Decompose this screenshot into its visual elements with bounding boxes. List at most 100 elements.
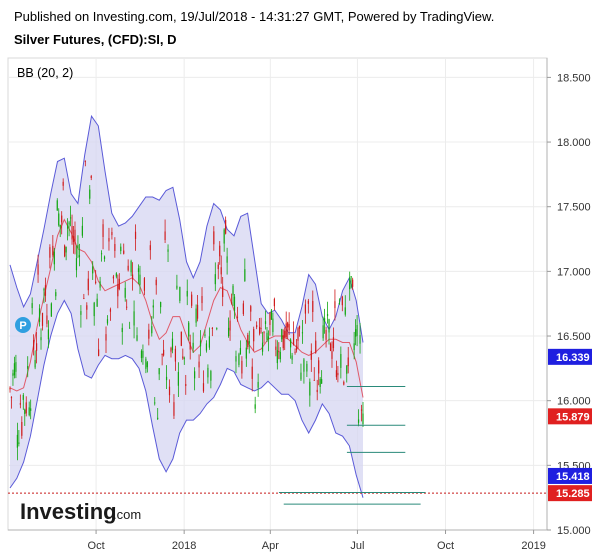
p-marker[interactable]: P: [15, 317, 31, 333]
instrument-title: Silver Futures, (CFD):SI, D: [14, 32, 177, 47]
candle-body: [161, 353, 163, 356]
candle-body: [160, 302, 162, 308]
candle-body: [92, 266, 94, 274]
candle-body: [287, 322, 289, 328]
candle-body: [148, 329, 150, 339]
candle-body: [72, 236, 75, 242]
candle-body: [201, 296, 203, 304]
candle-body: [323, 318, 326, 323]
candle-body: [297, 328, 299, 341]
candle-body: [199, 340, 202, 347]
candle-body: [191, 294, 193, 306]
candle-body: [105, 334, 107, 341]
candle-body: [226, 256, 228, 263]
candle-body: [310, 350, 312, 360]
candle-body: [55, 292, 57, 297]
grid: [8, 58, 547, 531]
candle-body: [173, 402, 175, 416]
candle-body: [174, 348, 177, 362]
candle-body: [90, 176, 92, 178]
candle-body: [290, 339, 292, 348]
candle-body: [288, 324, 290, 331]
candle-body: [211, 327, 213, 329]
candle-body: [225, 219, 227, 234]
candle-body: [62, 181, 64, 186]
candle-body: [253, 329, 255, 342]
candle-body: [86, 305, 88, 310]
candle-body: [332, 337, 335, 349]
candle-body: [24, 409, 26, 414]
candle-body: [69, 217, 72, 219]
candle-body: [143, 278, 146, 291]
published-line: Published on Investing.com, 19/Jul/2018 …: [14, 9, 495, 24]
x-tick-label: Jul: [350, 540, 364, 552]
candle-body: [341, 296, 343, 306]
candle-body: [87, 278, 89, 291]
candle-body: [208, 336, 210, 348]
candle-body: [357, 419, 360, 423]
candle-body: [64, 245, 66, 257]
candle-body: [261, 342, 264, 352]
candle-body: [291, 355, 293, 360]
candle-body: [180, 331, 182, 346]
candle-body: [38, 308, 41, 322]
band-upper: [9, 114, 364, 343]
candle-body: [154, 402, 156, 404]
candle-body: [103, 256, 106, 260]
candle-body: [133, 311, 135, 326]
candle-body: [12, 373, 14, 376]
candle-body: [134, 231, 137, 239]
candle-body: [259, 326, 261, 334]
candle-body: [205, 343, 208, 351]
p-marker-circle: [15, 317, 31, 333]
candle-body: [126, 306, 128, 308]
candle-body: [219, 245, 221, 257]
candle-body: [130, 260, 132, 273]
candle-body: [245, 347, 247, 359]
candle-body: [30, 408, 32, 411]
candle-body: [111, 231, 113, 236]
candle-body: [16, 434, 18, 448]
candle-body: [149, 245, 151, 251]
candle-body: [238, 354, 240, 365]
candle-body: [309, 381, 311, 396]
candle-body: [183, 357, 185, 359]
price-badge-label: 15.879: [556, 411, 590, 423]
candle-body: [170, 347, 172, 352]
candle-body: [340, 354, 342, 368]
candle-body: [254, 404, 256, 409]
candle-body: [93, 302, 95, 317]
candle-body: [260, 328, 262, 330]
candle-body: [31, 303, 33, 309]
candle-body: [285, 323, 287, 338]
candle-body: [300, 372, 302, 380]
price-badge-label: 15.418: [556, 471, 590, 483]
candle-body: [185, 384, 187, 386]
candle-body: [109, 309, 112, 312]
candle-body: [171, 338, 174, 351]
candle-body: [65, 246, 67, 253]
candle-body: [313, 379, 315, 381]
candle-body: [84, 160, 86, 162]
candle-body: [9, 387, 11, 390]
candle-body: [207, 367, 209, 378]
candle-body: [210, 371, 212, 381]
y-tick-label: 16.500: [557, 331, 591, 343]
candle-body: [164, 231, 166, 241]
candle-body: [22, 395, 24, 400]
price-badge: [548, 485, 592, 502]
candle-body: [223, 229, 225, 244]
candle-body: [58, 213, 60, 226]
y-tick-label: 18.500: [557, 72, 591, 84]
candle-body: [279, 351, 281, 360]
candle-body: [318, 360, 320, 374]
candle-body: [99, 281, 101, 288]
candle-body: [281, 329, 283, 340]
candle-body: [168, 386, 171, 396]
candle-body: [216, 328, 218, 330]
candle-body: [315, 340, 317, 353]
candle-body: [131, 274, 134, 280]
candle-body: [80, 311, 82, 315]
investing-logo[interactable]: Investing .com: [20, 499, 141, 524]
